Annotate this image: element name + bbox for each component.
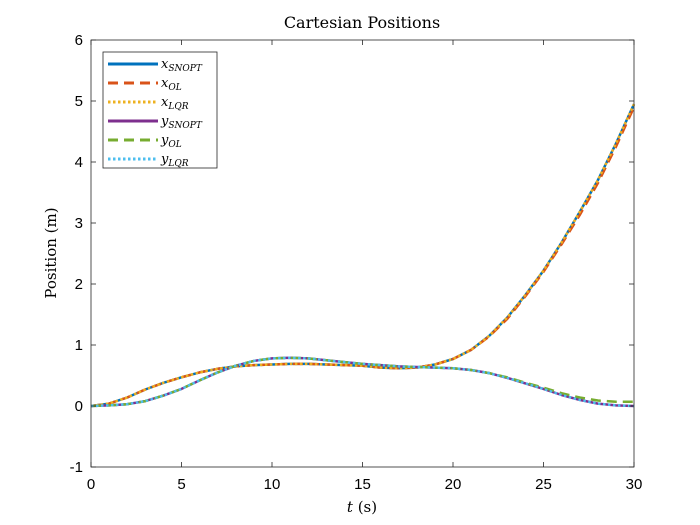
legend-label: xSNOPT — [161, 57, 203, 74]
y-tick-label: 0 — [75, 398, 83, 415]
y-tick-label: 5 — [75, 93, 83, 110]
chart-title: Cartesian Positions — [284, 13, 440, 32]
legend-label: xLQR — [161, 95, 189, 112]
y-tick-label: 3 — [75, 215, 83, 232]
series-line-x-lqr — [90, 103, 636, 408]
series-line-y-ol — [90, 356, 634, 408]
y-tick-label: 6 — [75, 32, 83, 49]
x-tick-label: 10 — [264, 476, 281, 493]
x-tick-label: 5 — [177, 476, 185, 493]
series-layer — [90, 103, 636, 408]
y-tick-label: -1 — [70, 459, 83, 476]
legend-label: yLQR — [160, 152, 189, 169]
x-tick-label: 0 — [87, 476, 95, 493]
x-tick-label: 15 — [354, 476, 371, 493]
y-tick-label: 2 — [75, 276, 83, 293]
x-axis-label: t (s) — [347, 498, 377, 516]
legend-label: xOL — [161, 76, 182, 93]
legend-box — [102, 51, 218, 169]
x-axis-label-unit: (s) — [353, 498, 377, 516]
legend-label: ySNOPT — [160, 114, 203, 131]
legend-label: yOL — [160, 133, 182, 150]
x-tick-label: 30 — [626, 476, 643, 493]
x-axis-label-var: t — [347, 498, 354, 516]
y-tick-label: 4 — [75, 154, 83, 171]
y-axis-label: Position (m) — [42, 207, 60, 298]
y-tick-label: 1 — [75, 337, 83, 354]
x-tick-label: 25 — [535, 476, 552, 493]
legend: xSNOPT xOL xLQR ySNOPT yOL yLQR — [102, 51, 218, 169]
x-tick-label: 20 — [445, 476, 462, 493]
